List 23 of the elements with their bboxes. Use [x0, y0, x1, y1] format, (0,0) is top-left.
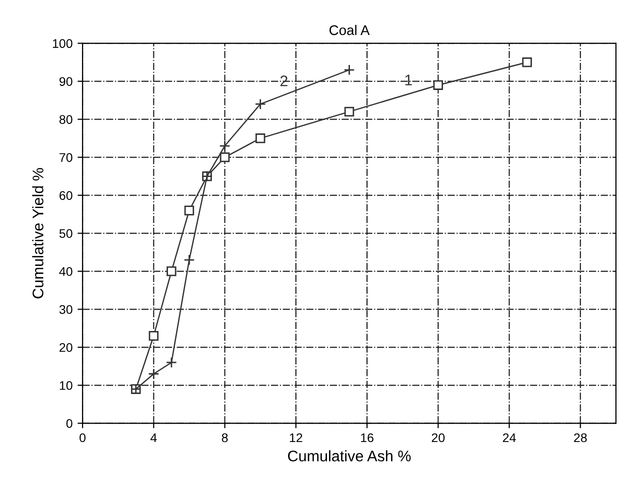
y-tick-label: 40 [59, 267, 72, 276]
x-tick-label: 0 [80, 433, 86, 442]
y-tick-label: 30 [59, 305, 72, 314]
y-tick-label: 70 [60, 153, 72, 162]
y-tick-label: 100 [52, 39, 72, 48]
y-tick-label: 90 [60, 77, 72, 86]
x-tick-label: 20 [432, 433, 445, 442]
x-tick-label: 8 [222, 433, 228, 442]
x-tick-label: 28 [574, 433, 587, 442]
x-tick-label: 16 [361, 433, 374, 442]
x-tick-label: 4 [150, 433, 157, 442]
y-tick-label: 0 [66, 419, 72, 428]
x-tick-label: 24 [502, 433, 516, 442]
y-tick-label: 20 [60, 343, 72, 352]
y-tick-label: 60 [60, 191, 72, 200]
x-tick-label: 12 [290, 433, 302, 442]
series-label: 1 [405, 74, 412, 86]
x-axis-title: Cumulative Ash % [288, 450, 411, 462]
y-tick-label: 50 [59, 229, 72, 238]
y-tick-label: 10 [60, 381, 72, 390]
y-axis-title: Cumulative Yield % [32, 168, 44, 298]
y-tick-label: 80 [59, 115, 72, 124]
chart-title: Coal A [329, 24, 370, 36]
